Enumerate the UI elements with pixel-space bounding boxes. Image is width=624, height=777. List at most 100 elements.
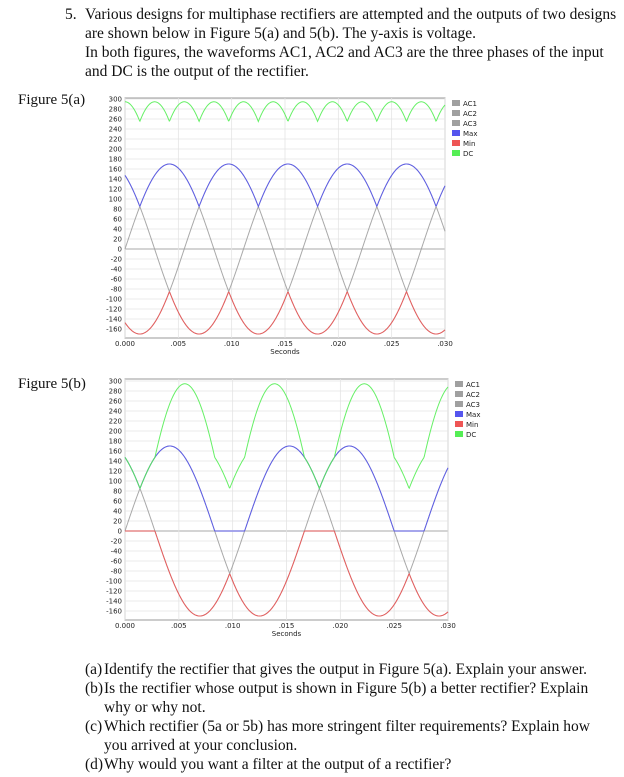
- y-tick-label: 200: [109, 146, 122, 154]
- question-line: In both figures, the waveforms AC1, AC2 …: [85, 44, 604, 61]
- chart-5a: 3002802602402202001801601401201008060402…: [106, 96, 477, 357]
- x-tick-label: .010: [224, 340, 240, 348]
- y-tick-label: 120: [109, 468, 122, 476]
- y-tick-label: -100: [106, 578, 122, 586]
- legend-swatch-ac3: [455, 401, 463, 407]
- legend-label-ac2: AC2: [466, 391, 480, 399]
- y-tick-label: 180: [109, 438, 122, 446]
- y-tick-label: 100: [109, 478, 122, 486]
- y-tick-label: 280: [109, 106, 122, 114]
- y-tick-label: 140: [109, 176, 122, 184]
- legend-label-max: Max: [466, 411, 480, 419]
- y-tick-label: 20: [113, 236, 122, 244]
- y-tick-label: 0: [118, 246, 122, 254]
- legend-label-max: Max: [463, 130, 477, 138]
- y-tick-label: 40: [113, 226, 122, 234]
- y-tick-label: 300: [109, 378, 122, 386]
- y-tick-label: -20: [111, 256, 122, 264]
- y-tick-label: 60: [113, 216, 122, 224]
- y-tick-label: -60: [111, 276, 122, 284]
- y-tick-label: 60: [113, 498, 122, 506]
- legend-label-min: Min: [466, 421, 478, 429]
- x-axis-label: Seconds: [272, 630, 302, 638]
- figure-label-5b: Figure 5(b): [18, 376, 86, 392]
- y-tick-label: 40: [113, 508, 122, 516]
- question-line: are shown below in Figure 5(a) and 5(b).…: [85, 25, 476, 42]
- legend-swatch-ac1: [452, 100, 460, 106]
- legend-label-ac2: AC2: [463, 110, 477, 118]
- chart-5b: 3002802602402202001801601401201008060402…: [106, 378, 480, 639]
- y-tick-label: -60: [111, 558, 122, 566]
- x-tick-label: 0.000: [115, 622, 135, 630]
- legend-swatch-ac1: [455, 381, 463, 387]
- part-a-text: Identify the rectifier that gives the ou…: [104, 661, 587, 678]
- y-tick-label: -160: [106, 608, 122, 616]
- legend-label-dc: DC: [463, 150, 473, 158]
- y-tick-label: 180: [109, 156, 122, 164]
- x-tick-label: .010: [225, 622, 241, 630]
- y-tick-label: -120: [106, 588, 122, 596]
- legend-swatch-max: [452, 130, 460, 136]
- legend-swatch-max: [455, 411, 463, 417]
- x-tick-label: .015: [279, 622, 295, 630]
- y-tick-label: 160: [109, 166, 122, 174]
- y-tick-label: -140: [106, 598, 122, 606]
- y-tick-label: 160: [109, 448, 122, 456]
- legend-swatch-dc: [455, 431, 463, 437]
- part-c-text: Which rectifier (5a or 5b) has more stri…: [104, 718, 590, 735]
- y-tick-label: 300: [109, 96, 122, 104]
- legend-label-ac3: AC3: [463, 120, 477, 128]
- y-tick-label: 20: [113, 518, 122, 526]
- question-line: Various designs for multiphase rectifier…: [85, 6, 617, 23]
- x-tick-label: .030: [440, 622, 456, 630]
- legend-label-ac3: AC3: [466, 401, 480, 409]
- y-tick-label: -100: [106, 296, 122, 304]
- legend-swatch-ac3: [452, 120, 460, 126]
- y-tick-label: -40: [111, 266, 122, 274]
- y-tick-label: -20: [111, 538, 122, 546]
- y-tick-label: 260: [109, 398, 122, 406]
- y-tick-label: 280: [109, 388, 122, 396]
- x-tick-label: 0.000: [115, 340, 135, 348]
- y-tick-label: -80: [111, 286, 122, 294]
- part-d-text: Why would you want a filter at the outpu…: [104, 756, 452, 773]
- question-number: 5.: [65, 6, 77, 23]
- y-tick-label: 240: [109, 408, 122, 416]
- legend-swatch-dc: [452, 150, 460, 156]
- x-tick-label: .020: [333, 622, 349, 630]
- y-tick-label: -80: [111, 568, 122, 576]
- y-tick-label: 220: [109, 418, 122, 426]
- legend-label-dc: DC: [466, 431, 476, 439]
- x-tick-label: .025: [386, 622, 402, 630]
- x-tick-label: .015: [277, 340, 293, 348]
- series-line-dc: [124, 101, 446, 123]
- series-line-dc: [124, 383, 449, 490]
- legend-swatch-ac2: [452, 110, 460, 116]
- part-c-tag: (c): [85, 718, 103, 735]
- x-tick-label: .030: [437, 340, 453, 348]
- part-b-text: why or why not.: [104, 699, 206, 716]
- x-tick-label: .020: [331, 340, 347, 348]
- part-c-text: you arrived at your conclusion.: [104, 737, 298, 754]
- part-b-text: Is the rectifier whose output is shown i…: [104, 680, 589, 697]
- y-tick-label: 240: [109, 126, 122, 134]
- legend-swatch-min: [452, 140, 460, 146]
- legend-swatch-ac2: [455, 391, 463, 397]
- y-tick-label: -140: [106, 316, 122, 324]
- part-d-tag: (d): [85, 756, 104, 773]
- y-tick-label: 140: [109, 458, 122, 466]
- legend-swatch-min: [455, 421, 463, 427]
- x-tick-label: .005: [171, 340, 187, 348]
- y-tick-label: 220: [109, 136, 122, 144]
- y-tick-label: 80: [113, 206, 122, 214]
- y-tick-label: -40: [111, 548, 122, 556]
- y-tick-label: 260: [109, 116, 122, 124]
- legend-label-ac1: AC1: [463, 100, 477, 108]
- part-a-tag: (a): [85, 661, 103, 678]
- y-tick-label: -160: [106, 326, 122, 334]
- y-tick-label: 120: [109, 186, 122, 194]
- x-tick-label: .025: [384, 340, 400, 348]
- legend-label-min: Min: [463, 140, 475, 148]
